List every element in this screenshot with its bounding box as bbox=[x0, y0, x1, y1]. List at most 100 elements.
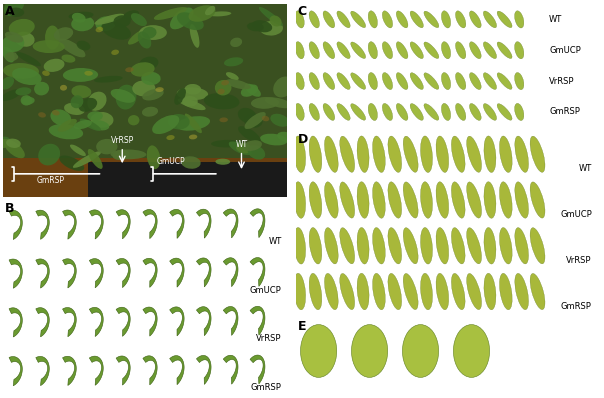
Ellipse shape bbox=[351, 11, 365, 28]
PathPatch shape bbox=[223, 355, 238, 384]
Ellipse shape bbox=[309, 72, 320, 90]
Ellipse shape bbox=[351, 42, 365, 59]
Ellipse shape bbox=[80, 119, 101, 131]
Ellipse shape bbox=[68, 12, 94, 20]
Ellipse shape bbox=[259, 7, 283, 26]
PathPatch shape bbox=[63, 210, 76, 239]
PathPatch shape bbox=[250, 306, 265, 335]
Ellipse shape bbox=[469, 11, 481, 28]
Text: GmRSP: GmRSP bbox=[561, 302, 592, 311]
PathPatch shape bbox=[143, 307, 157, 336]
Ellipse shape bbox=[128, 29, 148, 45]
Ellipse shape bbox=[273, 76, 294, 98]
Ellipse shape bbox=[469, 103, 481, 121]
Ellipse shape bbox=[64, 103, 85, 115]
Ellipse shape bbox=[357, 182, 369, 218]
Ellipse shape bbox=[530, 136, 545, 172]
Ellipse shape bbox=[22, 97, 34, 105]
Ellipse shape bbox=[357, 273, 369, 310]
Ellipse shape bbox=[324, 228, 338, 264]
Ellipse shape bbox=[515, 182, 528, 218]
Ellipse shape bbox=[143, 89, 164, 100]
PathPatch shape bbox=[63, 356, 76, 385]
PathPatch shape bbox=[196, 209, 211, 238]
Ellipse shape bbox=[241, 84, 258, 97]
Ellipse shape bbox=[178, 98, 205, 110]
Ellipse shape bbox=[277, 132, 295, 142]
Text: WT: WT bbox=[579, 164, 592, 174]
PathPatch shape bbox=[143, 209, 157, 239]
PathPatch shape bbox=[116, 307, 130, 336]
Ellipse shape bbox=[500, 136, 512, 172]
Ellipse shape bbox=[337, 11, 350, 28]
Ellipse shape bbox=[112, 150, 130, 160]
Ellipse shape bbox=[38, 144, 60, 166]
Ellipse shape bbox=[515, 11, 524, 28]
PathPatch shape bbox=[116, 258, 130, 288]
Bar bbox=[88, 162, 287, 197]
Ellipse shape bbox=[309, 136, 322, 172]
Ellipse shape bbox=[357, 136, 369, 172]
Ellipse shape bbox=[515, 136, 528, 172]
Ellipse shape bbox=[262, 116, 269, 121]
Ellipse shape bbox=[170, 8, 193, 29]
Ellipse shape bbox=[396, 72, 408, 90]
Ellipse shape bbox=[185, 113, 202, 133]
Ellipse shape bbox=[88, 92, 106, 111]
Ellipse shape bbox=[248, 145, 265, 160]
Ellipse shape bbox=[90, 120, 109, 131]
Ellipse shape bbox=[152, 115, 179, 134]
PathPatch shape bbox=[9, 259, 22, 288]
PathPatch shape bbox=[250, 258, 265, 287]
Ellipse shape bbox=[236, 143, 252, 154]
Ellipse shape bbox=[85, 71, 93, 76]
Ellipse shape bbox=[424, 103, 439, 120]
Ellipse shape bbox=[177, 12, 204, 30]
Ellipse shape bbox=[337, 103, 350, 120]
Ellipse shape bbox=[442, 11, 451, 28]
Ellipse shape bbox=[131, 13, 147, 26]
Ellipse shape bbox=[16, 52, 41, 66]
Text: GmRSP: GmRSP bbox=[549, 107, 580, 117]
Text: VrRSP: VrRSP bbox=[567, 256, 592, 265]
PathPatch shape bbox=[116, 356, 130, 385]
PathPatch shape bbox=[9, 357, 22, 386]
Ellipse shape bbox=[205, 6, 215, 15]
Text: VrRSP: VrRSP bbox=[256, 334, 281, 343]
PathPatch shape bbox=[196, 355, 211, 384]
Ellipse shape bbox=[176, 116, 210, 131]
Text: GmRSP: GmRSP bbox=[251, 383, 281, 392]
Text: GmRSP: GmRSP bbox=[37, 176, 65, 185]
Ellipse shape bbox=[515, 72, 524, 90]
Ellipse shape bbox=[211, 140, 243, 148]
Ellipse shape bbox=[142, 27, 156, 39]
Ellipse shape bbox=[530, 182, 545, 218]
Ellipse shape bbox=[382, 72, 393, 90]
Ellipse shape bbox=[323, 42, 335, 59]
Ellipse shape bbox=[33, 40, 65, 53]
Text: GmUCP: GmUCP bbox=[560, 210, 592, 219]
Ellipse shape bbox=[352, 325, 388, 377]
Ellipse shape bbox=[252, 20, 272, 32]
Ellipse shape bbox=[128, 115, 140, 125]
Ellipse shape bbox=[8, 8, 24, 17]
Ellipse shape bbox=[420, 228, 432, 264]
Ellipse shape bbox=[420, 273, 432, 310]
PathPatch shape bbox=[223, 258, 238, 287]
PathPatch shape bbox=[196, 307, 211, 336]
Ellipse shape bbox=[497, 73, 512, 90]
Ellipse shape bbox=[455, 11, 466, 28]
Ellipse shape bbox=[403, 136, 418, 172]
Ellipse shape bbox=[388, 228, 402, 264]
Ellipse shape bbox=[238, 126, 260, 142]
Ellipse shape bbox=[382, 42, 393, 59]
Ellipse shape bbox=[396, 11, 408, 28]
Ellipse shape bbox=[217, 89, 225, 94]
Text: WT: WT bbox=[236, 140, 248, 149]
Ellipse shape bbox=[124, 10, 139, 20]
Ellipse shape bbox=[454, 325, 490, 377]
Ellipse shape bbox=[483, 11, 496, 28]
Ellipse shape bbox=[116, 85, 137, 109]
Ellipse shape bbox=[190, 24, 199, 48]
Ellipse shape bbox=[373, 228, 385, 264]
